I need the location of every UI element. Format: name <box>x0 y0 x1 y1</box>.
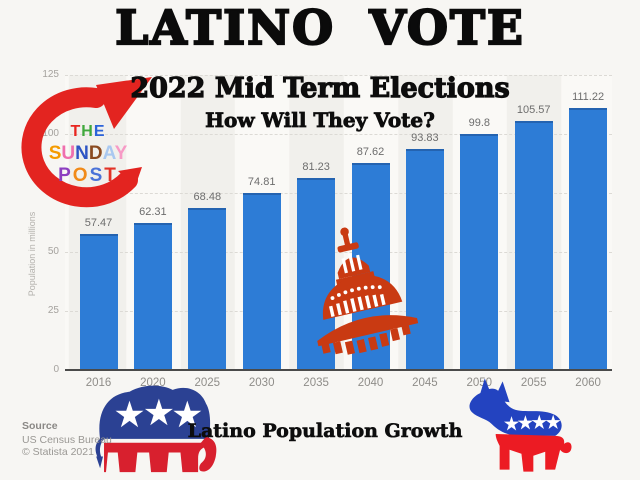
masthead-line: THE <box>36 121 140 142</box>
bar <box>569 107 608 370</box>
source-name: US Census Bureau <box>22 434 112 446</box>
subtitle: 2022 Mid Term Elections <box>130 72 511 104</box>
bar-value-label: 74.81 <box>247 176 276 189</box>
x-axis-tick-label: 2030 <box>248 377 275 389</box>
masthead-letter: S <box>48 143 62 164</box>
x-axis-tick-label: 2060 <box>575 377 601 389</box>
red-curved-arrow-icon <box>21 77 152 208</box>
bar-value-label: 93.83 <box>411 131 439 144</box>
x-axis-tick-label: 2035 <box>303 377 329 389</box>
bar <box>242 193 281 370</box>
masthead-letter: H <box>81 123 94 140</box>
y-axis-tick-label: 50 <box>47 246 59 257</box>
question-text: How Will They Vote? <box>205 108 436 133</box>
gridline <box>65 193 612 194</box>
gridline <box>65 75 612 76</box>
masthead-letter: O <box>72 165 90 186</box>
x-axis-tick-label: 2045 <box>412 377 438 389</box>
x-axis-tick-label: 2055 <box>520 377 547 389</box>
bar <box>79 234 118 370</box>
masthead-letter: S <box>89 165 105 186</box>
masthead-line: POST <box>36 165 140 187</box>
x-axis-tick-label: 2025 <box>194 377 221 389</box>
y-axis-tick-label: 100 <box>42 128 59 139</box>
masthead-line: SUNDAY <box>36 142 140 165</box>
caption-latino-population-growth: Latino Population Growth <box>187 420 463 443</box>
bar <box>405 148 444 370</box>
source-label: Source <box>22 420 58 432</box>
sunday-post-masthead: THE SUNDAY POST <box>36 121 140 187</box>
bar <box>460 134 499 370</box>
y-axis-tick-label: 25 <box>47 305 59 316</box>
source-block: Source US Census Bureau © Statista 2021 <box>22 420 112 458</box>
masthead-letter: D <box>88 143 103 164</box>
masthead-letter: T <box>104 165 118 186</box>
masthead-letter: A <box>102 143 115 164</box>
bar-value-label: 81.23 <box>302 161 330 174</box>
democrat-donkey-icon <box>469 378 572 472</box>
masthead-letter: U <box>61 143 76 164</box>
gridline <box>65 252 612 253</box>
bar <box>133 222 172 370</box>
masthead-letter: P <box>58 165 73 186</box>
republican-elephant-icon <box>95 385 217 473</box>
y-axis-tick-label: 0 <box>53 364 59 375</box>
bar-value-label: 111.22 <box>572 90 605 103</box>
x-axis-tick-label: 2040 <box>357 377 384 389</box>
capitol-building-icon <box>317 227 419 355</box>
masthead-letter: E <box>93 123 106 140</box>
bar <box>514 120 553 370</box>
bar-value-label: 62.31 <box>139 205 167 218</box>
y-axis-tick-label: 125 <box>42 69 59 80</box>
bar-value-label: 87.62 <box>356 146 385 159</box>
x-axis-line <box>65 369 612 371</box>
masthead-letter: T <box>70 123 82 140</box>
bar <box>188 208 227 370</box>
page-title: LATINO VOTE <box>114 0 525 56</box>
bar-value-label: 99.8 <box>468 117 490 130</box>
bar-value-label: 68.48 <box>193 191 222 204</box>
bar-value-label: 57.47 <box>84 217 113 230</box>
masthead-letter: Y <box>114 143 128 164</box>
gridline <box>65 134 612 135</box>
bar-value-label: 105.57 <box>516 103 551 116</box>
masthead-letter: N <box>75 143 89 164</box>
x-axis-tick-label: 2016 <box>85 377 112 389</box>
copyright: © Statista 2021 <box>22 446 94 458</box>
